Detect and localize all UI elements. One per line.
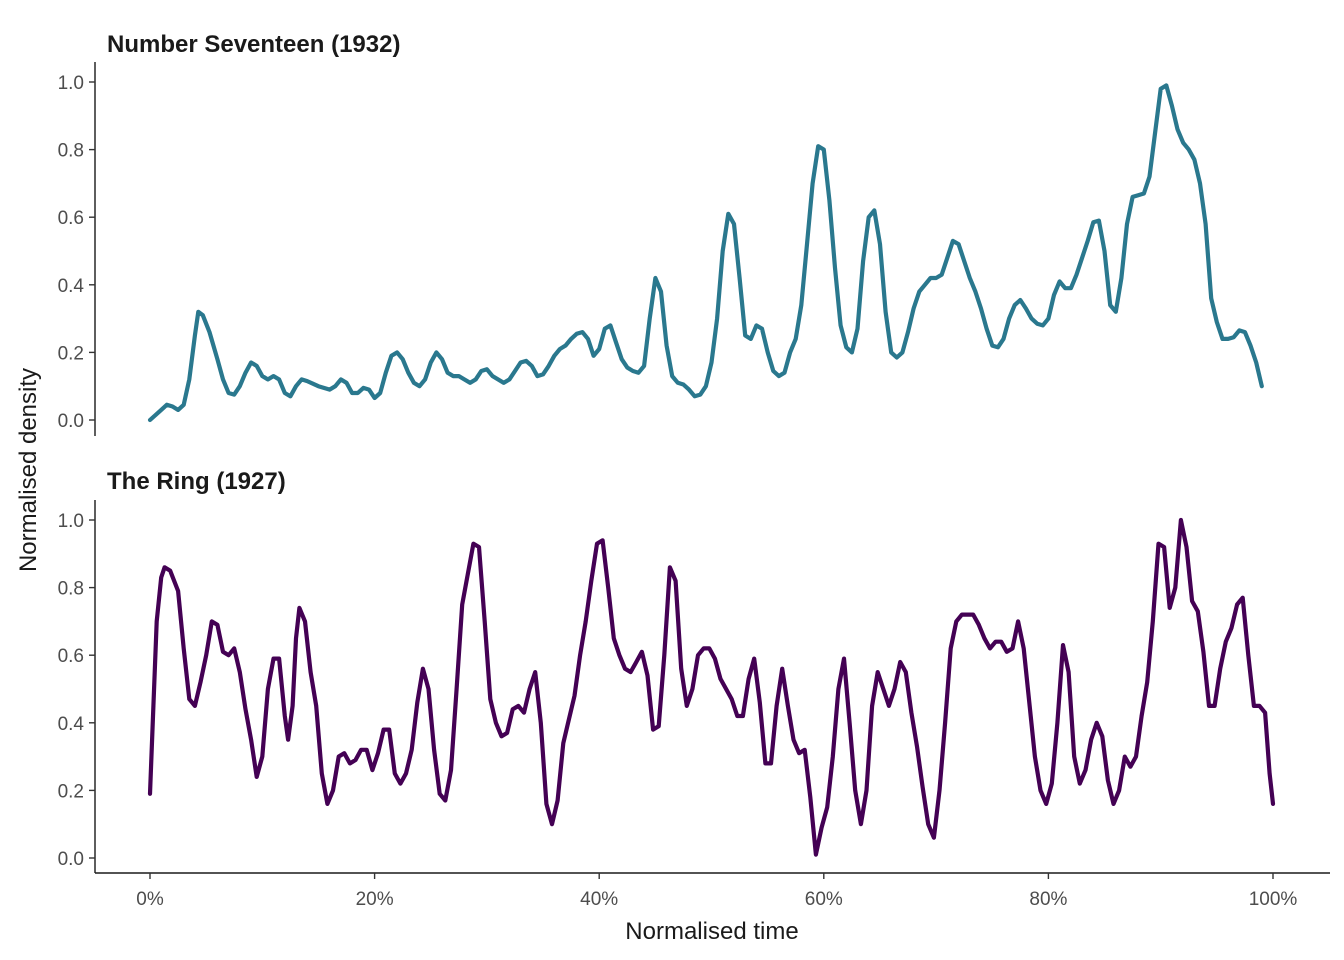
panel-title: Number Seventeen (1932) (107, 31, 400, 58)
x-tick-label: 0% (136, 889, 164, 910)
y-tick-label: 0.4 (58, 714, 85, 735)
y-tick-label: 1.0 (58, 73, 84, 94)
x-tick-label: 60% (805, 889, 843, 910)
y-tick-label: 0.8 (58, 141, 84, 162)
panel-1: Number Seventeen (1932) 0.0 0.2 0.4 0.6 0.8 1.… (58, 31, 1264, 436)
x-axis: 0% 20% 40% 60% 80% 100% (95, 872, 1330, 910)
y-tick-label: 0.0 (58, 849, 84, 870)
y-tick-label: 0.2 (58, 781, 84, 802)
panel-title: The Ring (1927) (107, 468, 286, 495)
x-tick-label: 40% (580, 889, 618, 910)
x-tick-label: 100% (1249, 889, 1298, 910)
y-axis-title: Normalised density (15, 368, 42, 572)
y-tick-label: 0.6 (58, 646, 84, 667)
series-line (147, 83, 1264, 423)
y-tick-label: 0.6 (58, 208, 84, 229)
y-tick-label: 1.0 (58, 511, 84, 532)
y-tick-label: 0.8 (58, 579, 84, 600)
x-axis-title: Normalised time (625, 918, 798, 945)
panel-2: The Ring (1927) 0.0 0.2 0.4 0.6 0.8 1.0 (58, 468, 1276, 873)
x-tick-label: 20% (356, 889, 394, 910)
y-tick-label: 0.2 (58, 343, 84, 364)
x-tick-label: 80% (1029, 889, 1067, 910)
y-tick-label: 0.0 (58, 411, 84, 432)
series-line (147, 517, 1276, 857)
panels-layer: Number Seventeen (1932) 0.0 0.2 0.4 0.6 0.8 1.… (58, 31, 1276, 873)
y-tick-label: 0.4 (58, 276, 85, 297)
